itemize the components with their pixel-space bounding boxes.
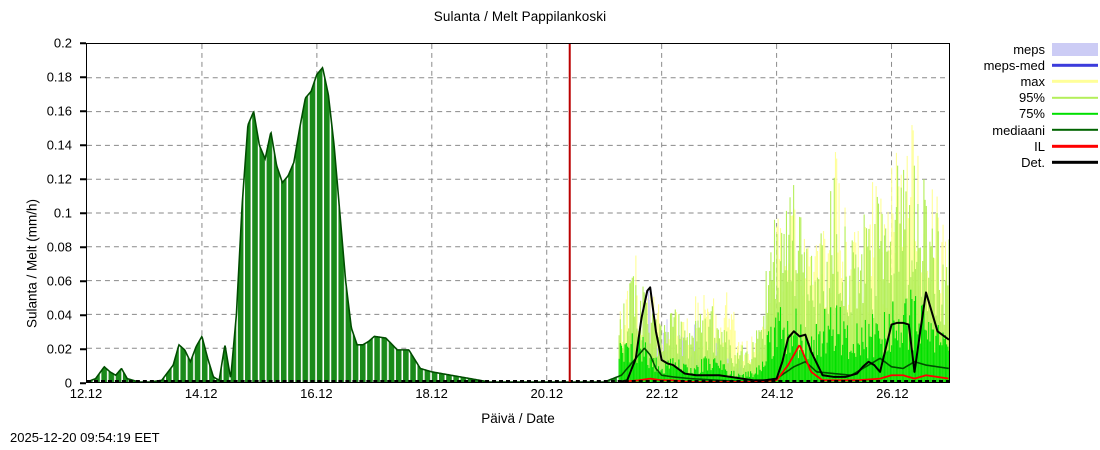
legend-item[interactable]: meps-med xyxy=(962,57,1098,73)
legend-item[interactable]: max xyxy=(962,73,1098,89)
x-axis-tick-label: 20.12 xyxy=(530,386,564,401)
y-axis-tick-label: 0.04 xyxy=(46,307,72,323)
legend-item-label: Det. xyxy=(1021,154,1045,170)
legend-item[interactable]: meps xyxy=(962,41,1098,57)
y-axis-tick-label: 0.2 xyxy=(53,35,72,51)
legend-item[interactable]: IL xyxy=(962,138,1098,154)
y-axis-tick-mark xyxy=(80,76,86,78)
y-axis-tick-label: 0.08 xyxy=(46,239,72,255)
y-axis-tick-label: 0 xyxy=(64,375,72,391)
legend-item-swatch xyxy=(1052,125,1098,136)
y-axis-tick-label: 0.18 xyxy=(46,69,72,85)
legend-item-label: max xyxy=(1020,73,1045,89)
legend-item-swatch xyxy=(1052,76,1098,87)
legend-item-swatch xyxy=(1052,108,1098,119)
legend-item-label: IL xyxy=(1034,138,1045,154)
series-layer xyxy=(87,66,949,382)
legend-item-swatch xyxy=(1052,92,1098,103)
y-axis-tick-mark xyxy=(80,212,86,214)
legend-item-swatch xyxy=(1052,60,1098,71)
x-axis-tick-label: 24.12 xyxy=(760,386,794,401)
legend-item-label: meps-med xyxy=(983,57,1045,73)
y-axis-tick-label: 0.1 xyxy=(53,205,72,221)
legend-item[interactable]: mediaani xyxy=(962,122,1098,138)
page-title: Sulanta / Melt Pappilankoski xyxy=(433,9,607,24)
y-axis-tick-mark xyxy=(80,246,86,248)
y-axis-tick-label: 0.14 xyxy=(46,137,72,153)
legend-item[interactable]: 95% xyxy=(962,90,1098,106)
legend-item-swatch xyxy=(1052,141,1098,152)
x-axis-tick-label: 12.12 xyxy=(69,386,103,401)
legend-item-swatch xyxy=(1052,42,1098,56)
y-axis-tick-mark xyxy=(80,144,86,146)
timestamp: 2025-12-20 09:54:19 EET xyxy=(10,430,160,445)
x-axis-tick-label: 18.12 xyxy=(415,386,448,401)
x-axis-tick-label: 16.12 xyxy=(300,386,333,401)
legend-item-label: 75% xyxy=(1018,106,1045,122)
y-axis-tick-mark xyxy=(80,178,86,180)
plot-inner xyxy=(87,44,949,382)
y-axis-tick-mark xyxy=(80,348,86,350)
y-axis: Sulanta / Melt (mm/h) 0 0.02 0.04 0.06 0.08 0… xyxy=(0,36,86,391)
x-axis-tick-label: 22.12 xyxy=(645,386,679,401)
y-axis-tick-mark xyxy=(80,382,86,384)
y-axis-tick-label: 0.12 xyxy=(46,171,72,187)
legend-item[interactable]: 75% xyxy=(962,106,1098,122)
y-axis-tick-mark xyxy=(80,314,86,316)
x-axis: 12.12 14.12 16.12 18.12 20.12 22.12 24.12 26.12 xyxy=(70,386,950,408)
plot-area[interactable] xyxy=(86,43,950,383)
y-axis-tick-label: 0.02 xyxy=(46,341,72,357)
y-axis-tick-mark xyxy=(80,280,86,282)
y-axis-tick-label: 0.06 xyxy=(46,273,72,289)
y-axis-tick-mark xyxy=(80,42,86,44)
legend-item-label: 95% xyxy=(1018,90,1045,106)
x-axis-tick-label: 26.12 xyxy=(876,386,909,401)
legend-item-label: mediaani xyxy=(992,122,1045,138)
y-axis-title: Sulanta / Melt (mm/h) xyxy=(24,198,40,329)
chart-canvas xyxy=(87,44,949,382)
x-axis-title: Päivä / Date xyxy=(481,411,555,426)
legend-item-label: meps xyxy=(1013,41,1045,57)
y-axis-tick-label: 0.16 xyxy=(46,103,72,119)
legend-item[interactable]: Det. xyxy=(962,154,1098,170)
y-axis-tick-mark xyxy=(80,110,86,112)
legend-item-swatch xyxy=(1052,157,1098,168)
x-axis-tick-label: 14.12 xyxy=(184,386,218,401)
legend: meps meps-med max 95% 75% mediaani IL Det. xyxy=(962,41,1098,171)
